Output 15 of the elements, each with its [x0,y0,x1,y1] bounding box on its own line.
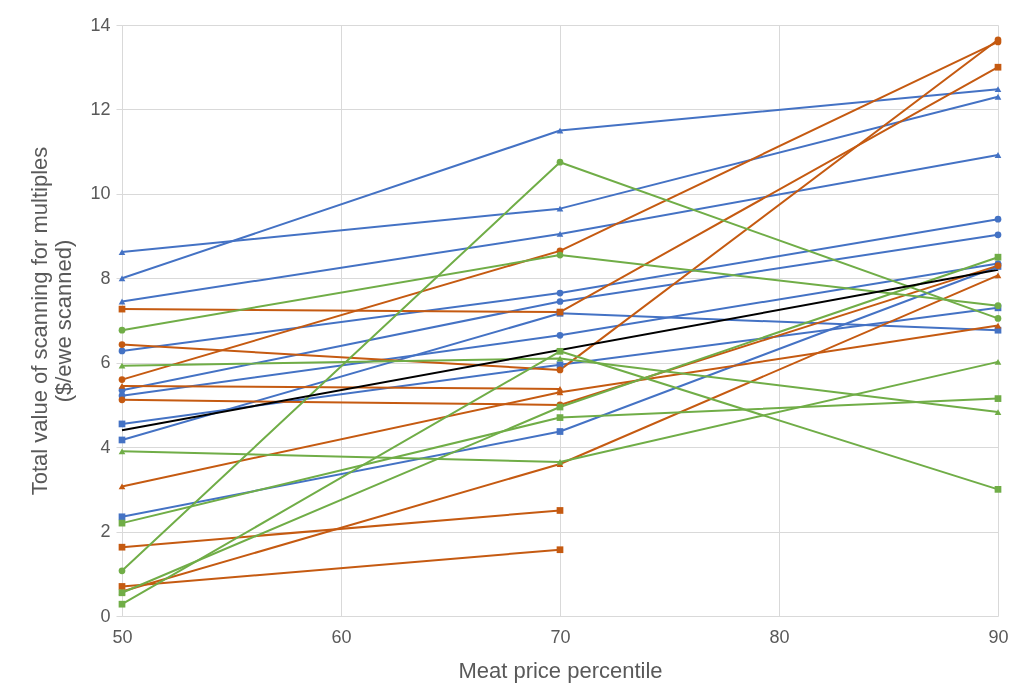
y-tick-label: 8 [100,267,111,288]
y-tick-label: 10 [90,183,111,204]
x-tick-label: 60 [331,626,352,647]
x-axis-title: Meat price percentile [458,657,663,683]
y-tick-label: 12 [90,98,111,119]
y-tick-label: 4 [100,436,111,457]
x-tick-label: 50 [112,626,133,647]
y-tick-label: 6 [100,352,111,373]
x-tick-label: 80 [769,626,790,647]
y-tick-label: 14 [90,14,111,35]
x-tick-label: 70 [550,626,571,647]
y-tick-label: 0 [100,605,111,626]
x-tick-label: 90 [988,626,1009,647]
y-tick-label: 2 [100,521,111,542]
y-axis-title: Total value of scanning for multiples ($/ewe scanned) [27,146,77,496]
